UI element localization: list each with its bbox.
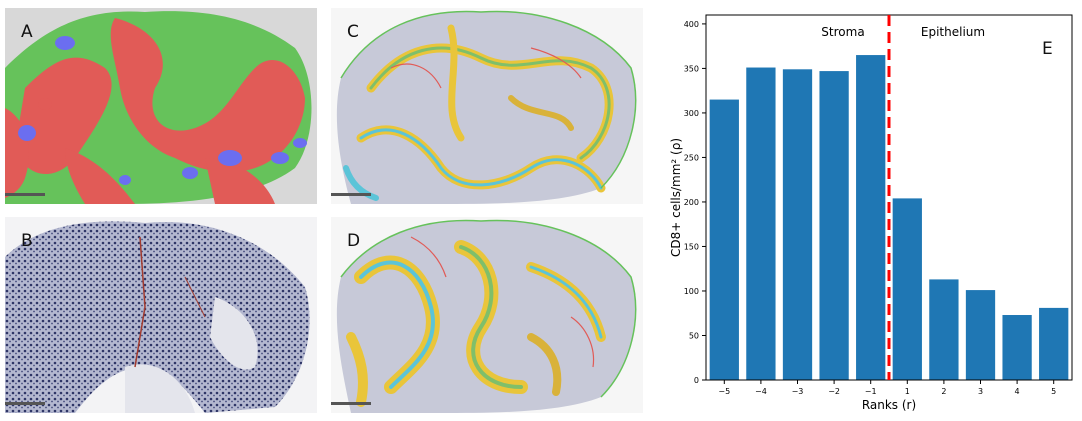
- y-tick-label: 400: [684, 20, 699, 29]
- panel-d-label: D: [347, 231, 361, 251]
- y-tick-label: 50: [689, 331, 699, 340]
- bar-rank-6: [929, 279, 959, 380]
- bar-rank-0: [709, 99, 739, 380]
- panel-b-stained-slide: B: [5, 217, 317, 413]
- x-tick-label: −2: [828, 387, 840, 396]
- bar-rank-4: [856, 55, 886, 380]
- y-tick-label: 250: [684, 153, 699, 162]
- panel-c-label: C: [347, 22, 359, 42]
- bar-rank-8: [1002, 315, 1032, 380]
- panel-d-contour-map: D: [331, 217, 643, 413]
- panel-c-contour-map: C: [331, 8, 643, 204]
- y-tick-label: 200: [684, 198, 699, 207]
- panel-a-image: [5, 11, 312, 204]
- panel-a-classification-map: A: [5, 8, 317, 204]
- x-tick-label: 1: [905, 387, 910, 396]
- y-tick-label: 0: [694, 376, 699, 385]
- x-tick-label: 4: [1015, 387, 1020, 396]
- y-tick-label: 100: [684, 287, 699, 296]
- x-tick-label: −1: [865, 387, 877, 396]
- panel-c-image: [331, 10, 637, 204]
- x-tick-label: −5: [718, 387, 730, 396]
- x-tick-label: −3: [792, 387, 804, 396]
- y-tick-label: 150: [684, 242, 699, 251]
- region-label-stroma: Stroma: [821, 25, 864, 39]
- y-tick-label: 350: [684, 64, 699, 73]
- panel-b-image: [5, 221, 310, 413]
- panel-d-image: [331, 219, 637, 413]
- x-tick-label: 5: [1051, 387, 1056, 396]
- bar-rank-1: [746, 67, 776, 381]
- bar-rank-5: [892, 198, 922, 380]
- y-tick-label: 300: [684, 109, 699, 118]
- panel-b-label: B: [21, 231, 33, 251]
- bar-rank-7: [965, 290, 996, 380]
- bar-rank-9: [1039, 307, 1069, 380]
- x-tick-label: −4: [755, 387, 767, 396]
- y-axis-label: CD8+ cells/mm² (ρ): [669, 138, 683, 257]
- panel-e-label: E: [1042, 39, 1053, 59]
- panel-a-label: A: [21, 22, 33, 42]
- bar-rank-2: [782, 69, 813, 381]
- bar-rank-3: [819, 71, 849, 381]
- x-tick-label: 2: [941, 387, 946, 396]
- x-axis-label: Ranks (r): [862, 398, 916, 412]
- x-tick-label: 3: [978, 387, 983, 396]
- region-label-epithelium: Epithelium: [921, 25, 985, 39]
- cd8-density-bar-chart: 0 50 100 150 200 250 300 350 400 −5 −4 −3 −2 −1 1 2 3 4 5 S…: [669, 14, 1073, 412]
